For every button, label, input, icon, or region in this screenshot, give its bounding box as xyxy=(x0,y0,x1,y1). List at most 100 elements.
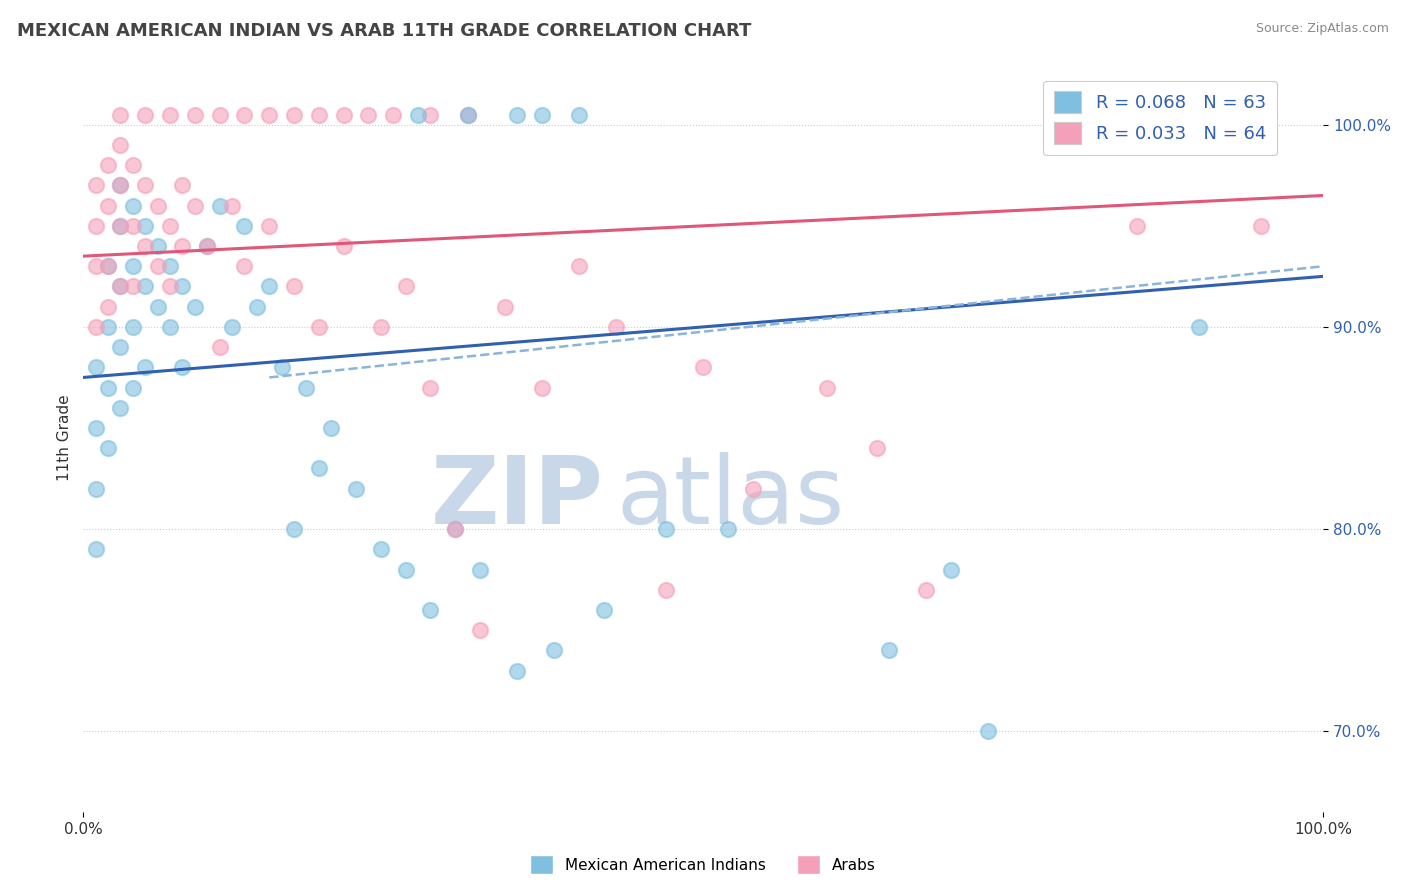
Point xyxy=(97,441,120,455)
Point xyxy=(395,562,418,576)
Point xyxy=(110,137,132,152)
Point xyxy=(84,319,107,334)
Point xyxy=(97,198,120,212)
Point xyxy=(122,219,145,233)
Point xyxy=(419,107,441,121)
Point xyxy=(568,259,591,273)
Point xyxy=(295,380,318,394)
Point xyxy=(172,239,194,253)
Text: MEXICAN AMERICAN INDIAN VS ARAB 11TH GRADE CORRELATION CHART: MEXICAN AMERICAN INDIAN VS ARAB 11TH GRA… xyxy=(17,22,751,40)
Point xyxy=(692,360,714,375)
Point xyxy=(468,623,491,637)
Point xyxy=(221,319,243,334)
Point xyxy=(977,724,1000,739)
Point xyxy=(419,603,441,617)
Point xyxy=(593,603,616,617)
Point xyxy=(84,219,107,233)
Point xyxy=(233,219,256,233)
Point xyxy=(283,279,305,293)
Point xyxy=(283,107,305,121)
Point xyxy=(184,198,207,212)
Point xyxy=(134,279,156,293)
Point xyxy=(655,582,678,597)
Point xyxy=(146,198,169,212)
Point xyxy=(84,259,107,273)
Point xyxy=(543,643,565,657)
Point xyxy=(122,259,145,273)
Point xyxy=(370,542,392,557)
Point xyxy=(159,219,181,233)
Point xyxy=(655,522,678,536)
Point xyxy=(1250,219,1272,233)
Point xyxy=(233,259,256,273)
Point xyxy=(110,178,132,193)
Point xyxy=(97,300,120,314)
Point xyxy=(321,421,343,435)
Point xyxy=(110,340,132,354)
Point xyxy=(494,300,516,314)
Point xyxy=(444,522,467,536)
Point xyxy=(184,107,207,121)
Point xyxy=(208,340,231,354)
Point xyxy=(172,360,194,375)
Point xyxy=(259,219,281,233)
Point xyxy=(357,107,380,121)
Point xyxy=(159,259,181,273)
Point xyxy=(208,107,231,121)
Point xyxy=(172,178,194,193)
Point xyxy=(915,582,938,597)
Point xyxy=(84,421,107,435)
Text: atlas: atlas xyxy=(616,452,845,544)
Point xyxy=(332,107,354,121)
Point xyxy=(134,107,156,121)
Point xyxy=(221,198,243,212)
Point xyxy=(84,482,107,496)
Point xyxy=(308,107,330,121)
Point xyxy=(1188,319,1211,334)
Point xyxy=(406,107,429,121)
Point xyxy=(308,461,330,475)
Legend: Mexican American Indians, Arabs: Mexican American Indians, Arabs xyxy=(524,849,882,880)
Point xyxy=(146,239,169,253)
Point xyxy=(283,522,305,536)
Point xyxy=(134,360,156,375)
Point xyxy=(259,279,281,293)
Point xyxy=(370,319,392,334)
Point xyxy=(122,279,145,293)
Point xyxy=(110,219,132,233)
Point xyxy=(97,319,120,334)
Point xyxy=(741,482,763,496)
Point xyxy=(568,107,591,121)
Point xyxy=(146,300,169,314)
Point xyxy=(122,319,145,334)
Point xyxy=(97,259,120,273)
Point xyxy=(159,319,181,334)
Point xyxy=(531,107,554,121)
Point xyxy=(531,380,554,394)
Point xyxy=(419,380,441,394)
Text: ZIP: ZIP xyxy=(432,452,605,544)
Point xyxy=(344,482,367,496)
Point xyxy=(110,107,132,121)
Point xyxy=(122,380,145,394)
Point xyxy=(208,198,231,212)
Point xyxy=(395,279,418,293)
Point xyxy=(457,107,479,121)
Point xyxy=(382,107,405,121)
Point xyxy=(172,279,194,293)
Point xyxy=(270,360,292,375)
Point xyxy=(468,562,491,576)
Point xyxy=(159,107,181,121)
Point xyxy=(122,158,145,172)
Point xyxy=(332,239,354,253)
Point xyxy=(110,401,132,415)
Point xyxy=(84,360,107,375)
Legend: R = 0.068   N = 63, R = 0.033   N = 64: R = 0.068 N = 63, R = 0.033 N = 64 xyxy=(1043,80,1277,155)
Point xyxy=(195,239,218,253)
Point xyxy=(146,259,169,273)
Point xyxy=(184,300,207,314)
Point xyxy=(110,219,132,233)
Point xyxy=(159,279,181,293)
Point xyxy=(97,158,120,172)
Point xyxy=(866,441,889,455)
